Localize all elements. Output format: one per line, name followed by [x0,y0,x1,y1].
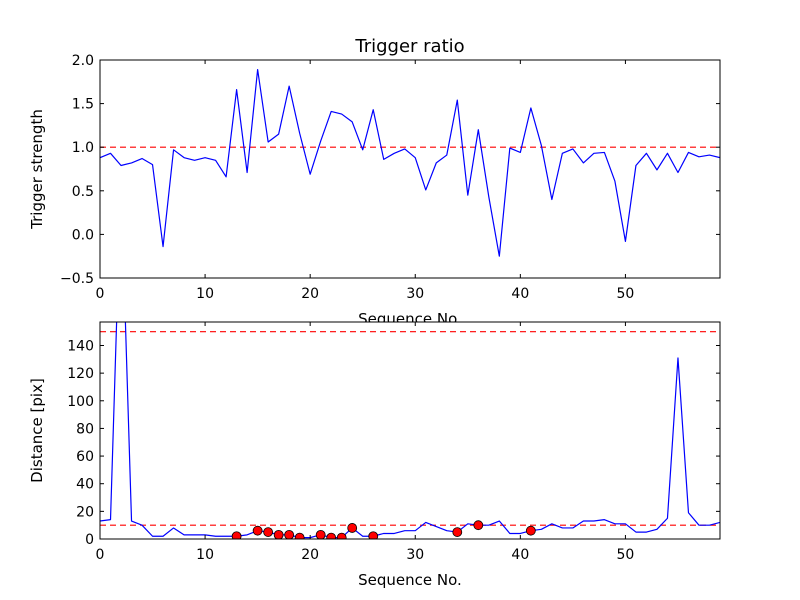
distance-ytick-label-2: 40 [76,477,94,493]
distance-ytick-label-0: 0 [85,532,94,548]
distance-plot: 0 10 20 30 40 50 0 20 40 60 80 100 120 140 Sequence No… [28,321,721,589]
distance-flag-point-2 [263,527,274,537]
trigger-axes-frame [99,59,721,279]
distance-flag-point-1 [252,525,263,536]
distance-flag-point-4 [284,529,295,539]
distance-series-line-0 [100,322,720,539]
trigger-y-axis-label: Trigger strength [28,109,46,230]
trigger-xtick-label-3: 30 [406,286,424,302]
distance-plot-background [100,322,720,539]
distance-flag-point-5 [294,532,305,539]
distance-xtick-label-1: 10 [196,547,214,563]
distance-flag-point-11 [452,527,463,537]
distance-xtick-label-0: 0 [96,547,105,563]
trigger-ytick-label-4: 1.5 [72,97,94,113]
distance-ytick-label-1: 20 [76,504,94,520]
trigger-ratio-plot: 0 10 20 30 40 50 −0.5 0.0 0.5 1.0 1.5 2.0 Trigger ra… [28,36,721,328]
trigger-plot-background [100,60,720,278]
distance-ytick-label-6: 120 [67,366,94,382]
distance-flag-point-13 [525,525,536,536]
distance-xtick-label-3: 30 [406,547,424,563]
distance-xtick-label-2: 20 [301,547,319,563]
trigger-xtick-label-0: 0 [96,286,105,302]
distance-xtick-label-4: 40 [511,547,529,563]
distance-flag-point-9 [347,523,358,533]
trigger-xtick-label-1: 10 [196,286,214,302]
distance-flag-point-0 [231,531,242,539]
distance-flag-point-10 [368,531,379,539]
trigger-series-line-0 [100,68,720,257]
distance-ytick-label-5: 100 [67,394,94,410]
trigger-ytick-label-0: −0.5 [60,271,94,287]
distance-flag-point-8 [336,532,347,539]
trigger-ytick-label-5: 2.0 [72,53,94,69]
distance-y-axis-label: Distance [pix] [28,378,46,483]
distance-ytick-label-4: 80 [76,421,94,437]
trigger-chart-title: Trigger ratio [354,36,464,57]
distance-x-axis-label: Sequence No. [358,571,462,589]
trigger-ytick-label-2: 0.5 [72,184,94,200]
distance-ytick-label-3: 60 [76,449,94,465]
distance-ytick-label-7: 140 [67,338,94,354]
trigger-ytick-label-3: 1.0 [72,140,94,156]
trigger-ytick-label-1: 0.0 [72,227,94,243]
distance-flag-point-3 [273,529,284,539]
distance-xtick-label-5: 50 [617,547,635,563]
trigger-xtick-label-4: 40 [511,286,529,302]
distance-axes-frame [99,321,721,540]
trigger-data-layer [100,68,720,257]
distance-flag-point-12 [473,520,484,531]
distance-flag-point-7 [326,532,337,539]
trigger-xtick-label-5: 50 [617,286,635,302]
distance-flag-point-6 [315,529,326,539]
trigger-xtick-label-2: 20 [301,286,319,302]
distance-data-layer [100,322,720,539]
